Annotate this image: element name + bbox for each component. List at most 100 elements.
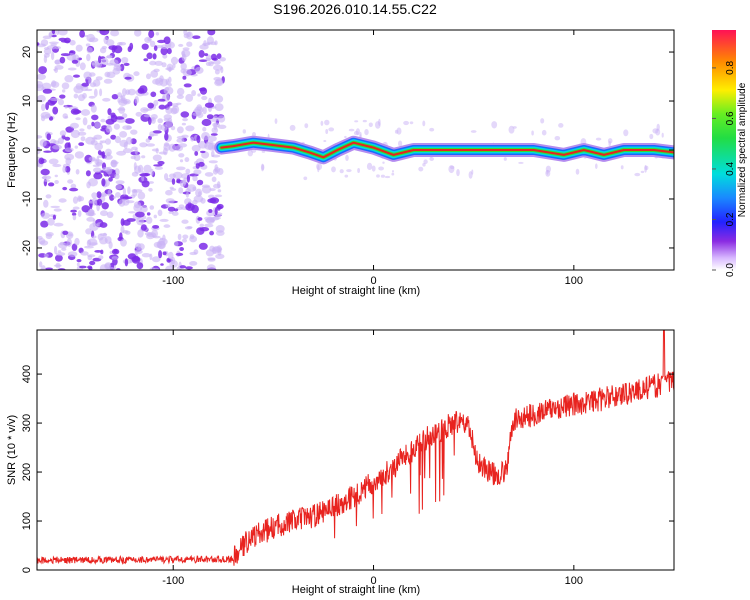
noise-speckle <box>64 147 74 153</box>
noise-speckle <box>190 136 195 142</box>
noise-speckle <box>38 238 46 245</box>
noise-speckle <box>200 150 206 154</box>
noise-speckle <box>353 130 359 136</box>
snr-ticks: -100 0 100 0 100 200 300 400 <box>21 330 674 587</box>
spectrogram-y-tick-label: 20 <box>21 46 33 58</box>
noise-speckle <box>43 253 49 258</box>
noise-speckle <box>82 117 88 126</box>
noise-speckle <box>86 47 93 54</box>
colorbar-ticks: 0.0 0.2 0.4 0.6 0.8 <box>712 61 736 277</box>
noise-speckle <box>54 245 58 255</box>
noise-speckle <box>186 174 190 183</box>
noise-speckle <box>79 62 86 71</box>
noise-speckle <box>58 37 67 42</box>
noise-speckle <box>160 47 168 56</box>
noise-speckle <box>179 159 184 163</box>
noise-speckle <box>157 98 166 102</box>
noise-speckle <box>51 80 57 87</box>
noise-speckle <box>115 192 121 198</box>
noise-speckle <box>53 264 62 267</box>
noise-speckle <box>217 115 226 123</box>
noise-speckle <box>100 118 106 123</box>
noise-speckle <box>111 45 116 54</box>
noise-speckle <box>140 205 148 213</box>
noise-speckle <box>201 132 210 141</box>
noise-speckle <box>137 191 146 200</box>
noise-speckle <box>118 199 126 207</box>
noise-speckle <box>130 129 138 135</box>
noise-speckle <box>109 59 119 66</box>
noise-speckle <box>62 230 69 235</box>
noise-speckle <box>640 170 645 174</box>
noise-speckle <box>80 136 86 142</box>
noise-speckle <box>154 166 163 170</box>
noise-speckle <box>197 217 203 221</box>
noise-speckle <box>122 88 127 97</box>
noise-speckle <box>153 164 163 167</box>
noise-speckle <box>178 43 184 47</box>
noise-speckle <box>122 219 131 226</box>
noise-speckle <box>186 31 193 40</box>
chart-title: S196.2026.010.14.55.C22 <box>273 1 437 17</box>
noise-speckle <box>107 108 112 116</box>
noise-speckle <box>304 123 309 129</box>
noise-speckle <box>37 84 45 92</box>
noise-speckle <box>503 157 507 161</box>
noise-speckle <box>213 59 221 65</box>
noise-speckle <box>344 174 349 178</box>
noise-speckle <box>46 133 52 141</box>
noise-speckle <box>57 250 62 253</box>
noise-speckle <box>93 88 98 98</box>
noise-speckle <box>554 136 561 141</box>
colorbar-tick-label: 0.6 <box>725 111 736 125</box>
noise-speckle <box>111 94 119 100</box>
noise-speckle <box>135 111 143 117</box>
noise-speckle <box>85 170 91 177</box>
noise-speckle <box>60 53 71 57</box>
noise-speckle <box>85 43 91 47</box>
noise-speckle <box>185 191 189 198</box>
spectrogram-y-tick-label: -20 <box>21 240 33 256</box>
noise-speckle <box>202 106 207 115</box>
noise-speckle <box>70 122 79 129</box>
noise-speckle <box>75 117 81 121</box>
noise-speckle <box>148 187 153 192</box>
noise-speckle <box>157 123 162 131</box>
noise-speckle <box>203 40 207 47</box>
noise-speckle <box>122 196 133 200</box>
noise-speckle <box>88 156 96 162</box>
noise-speckle <box>37 94 46 103</box>
noise-speckle <box>152 78 161 85</box>
noise-speckle <box>106 54 113 59</box>
noise-speckle <box>176 94 184 100</box>
noise-speckle <box>37 146 40 150</box>
noise-speckle <box>45 267 53 270</box>
noise-speckle <box>620 165 624 170</box>
noise-speckle <box>48 32 53 38</box>
noise-speckle <box>378 166 384 171</box>
noise-speckle <box>177 126 184 134</box>
noise-speckle <box>151 256 161 263</box>
noise-speckle <box>153 100 159 106</box>
noise-speckle <box>209 188 216 192</box>
noise-speckle <box>164 132 169 141</box>
noise-speckle <box>163 36 171 45</box>
noise-speckle <box>176 138 185 143</box>
noise-speckle <box>88 78 92 85</box>
noise-speckle <box>159 75 164 82</box>
noise-speckle <box>145 138 151 143</box>
noise-speckle <box>43 199 49 208</box>
noise-speckle <box>101 57 109 66</box>
noise-speckle <box>89 223 99 231</box>
spectrogram-y-tick-label: 0 <box>21 147 33 153</box>
noise-speckle <box>86 181 91 189</box>
noise-speckle <box>71 243 78 251</box>
noise-speckle <box>41 103 46 112</box>
noise-speckle <box>206 114 214 120</box>
noise-speckle <box>108 177 113 182</box>
noise-speckle <box>182 68 192 77</box>
noise-speckle <box>345 154 349 161</box>
snr-x-tick-label: -100 <box>162 575 184 587</box>
noise-speckle <box>146 233 155 240</box>
